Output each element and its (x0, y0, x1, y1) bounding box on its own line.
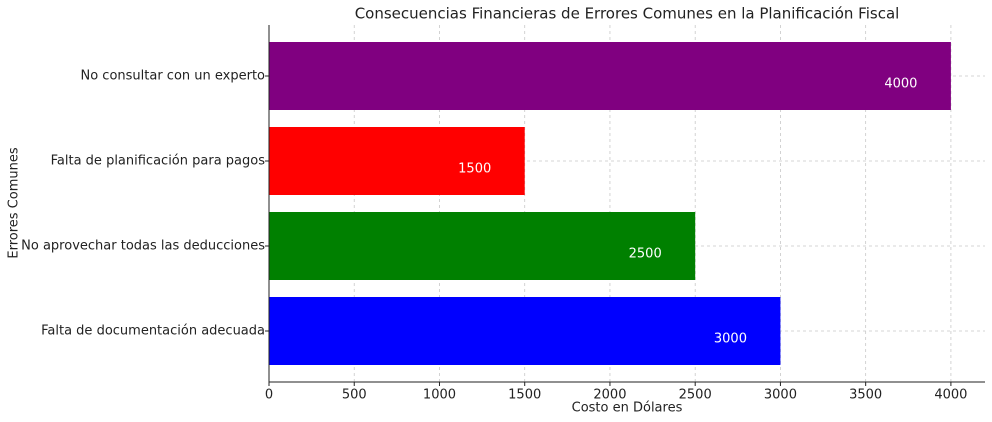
value-label: 4000 (884, 77, 917, 92)
bar (269, 212, 696, 280)
bar (269, 127, 525, 195)
value-label: 2500 (629, 247, 662, 262)
x-tick-label: 1000 (423, 388, 456, 403)
value-label: 1500 (458, 162, 491, 177)
x-tick-label: 1500 (508, 388, 541, 403)
y-axis-label: Errores Comunes (7, 147, 22, 258)
bar (269, 297, 781, 365)
x-tick-label: 3500 (849, 388, 882, 403)
chart-title: Consecuencias Financieras de Errores Com… (355, 5, 900, 23)
x-axis-label: Costo en Dólares (572, 401, 683, 416)
y-tick-label: Falta de planificación para pagos (51, 154, 266, 169)
y-tick-label: No aprovechar todas las deducciones (21, 239, 265, 254)
x-tick-label: 2500 (679, 388, 712, 403)
x-tick-label: 3000 (764, 388, 797, 403)
bar (269, 42, 951, 110)
x-tick-label: 500 (342, 388, 367, 403)
x-tick-label: 4000 (934, 388, 967, 403)
x-tick-label: 2000 (593, 388, 626, 403)
y-tick-label: No consultar con un experto (80, 69, 265, 84)
value-label: 3000 (714, 332, 747, 347)
x-tick-label: 0 (265, 388, 273, 403)
y-tick-label: Falta de documentación adecuada (41, 324, 265, 339)
